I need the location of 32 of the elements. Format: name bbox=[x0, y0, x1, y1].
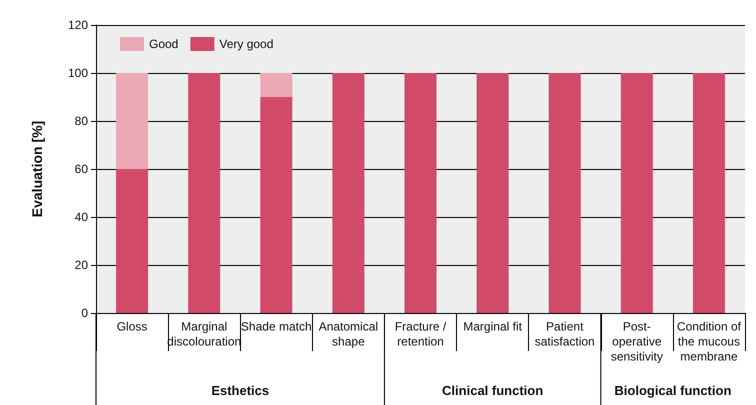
y-tick-label: 100 bbox=[68, 66, 88, 80]
x-tick-label: Fracture / retention bbox=[394, 320, 447, 348]
y-tick-label: 60 bbox=[74, 162, 88, 176]
bar bbox=[260, 73, 292, 97]
bar bbox=[404, 73, 436, 313]
text: Esthetics bbox=[211, 383, 270, 398]
x-tick-label: Anatomical shape bbox=[318, 320, 378, 348]
bar bbox=[620, 73, 653, 313]
bar bbox=[332, 73, 364, 313]
y-tick-label: 120 bbox=[68, 18, 88, 32]
bar bbox=[260, 97, 292, 313]
x-tick-label: Post-operative sensitivity bbox=[610, 320, 663, 364]
y-tick-label: 80 bbox=[74, 114, 88, 128]
x-tick-label: Shade match bbox=[240, 320, 312, 334]
bar bbox=[116, 169, 148, 313]
text: Clinical function bbox=[442, 383, 544, 398]
legend-label: Very good bbox=[219, 37, 274, 51]
x-tick-label: Condition of the mucous membrane bbox=[676, 320, 742, 364]
bar bbox=[116, 73, 148, 169]
bar bbox=[476, 73, 509, 313]
bar bbox=[548, 73, 581, 313]
y-axis-title: Evaluation [%] bbox=[29, 120, 45, 218]
x-tick-label: Patient satisfaction bbox=[534, 320, 595, 348]
text: Biological function bbox=[614, 383, 732, 398]
x-tick-label: Gloss bbox=[116, 320, 148, 334]
bar bbox=[188, 73, 220, 313]
x-tick-label: Marginal fit bbox=[463, 320, 523, 334]
y-tick-label: 0 bbox=[81, 306, 88, 320]
y-tick-label: 20 bbox=[74, 258, 88, 272]
y-tick-label: 40 bbox=[74, 210, 88, 224]
legend-label: Good bbox=[149, 37, 178, 51]
bar bbox=[692, 73, 725, 313]
